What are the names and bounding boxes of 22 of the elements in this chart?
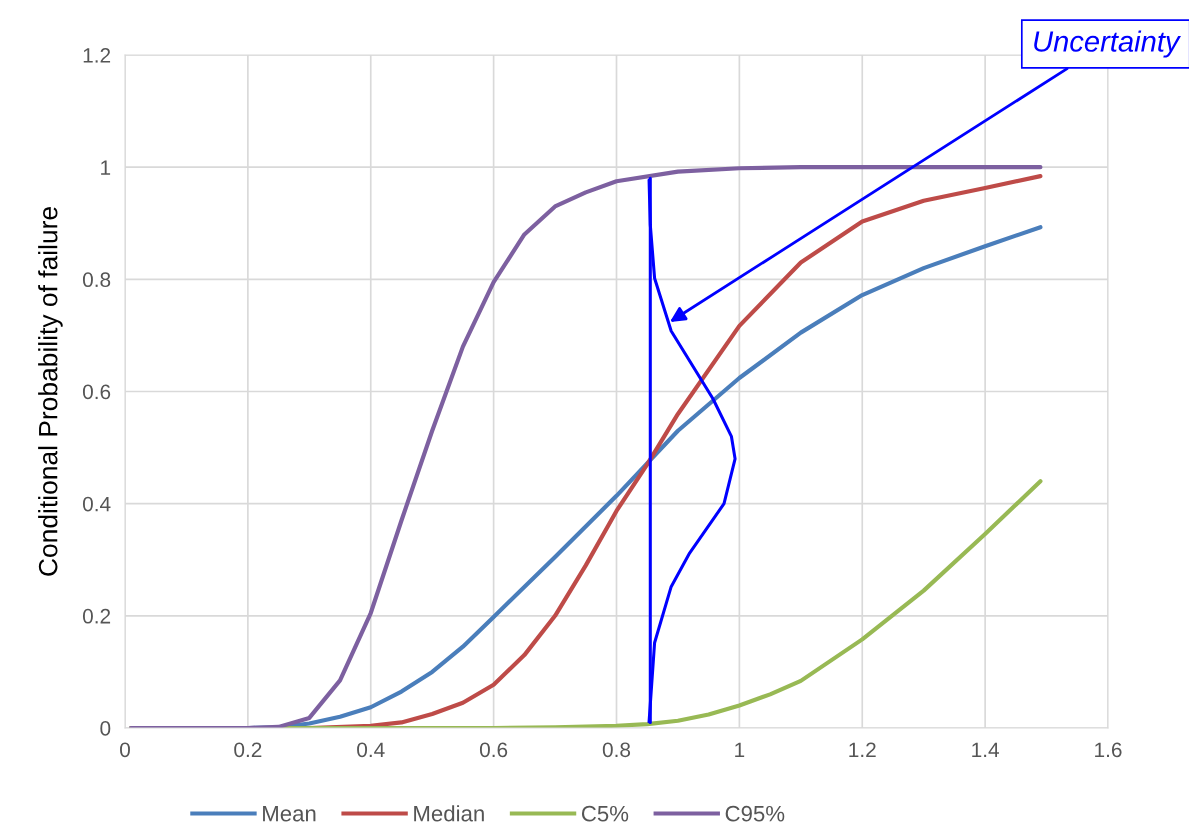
y-tick-label: 0.4 bbox=[82, 496, 111, 512]
y-tick-label: 0.6 bbox=[82, 384, 111, 400]
x-tick-label: 0.4 bbox=[357, 742, 385, 758]
legend-label: C95% bbox=[725, 805, 785, 822]
legend-label: Mean bbox=[263, 806, 316, 822]
x-tick-label: 1.6 bbox=[1095, 742, 1122, 758]
annotation: Uncertainty bbox=[1034, 30, 1181, 58]
x-tick-label: 0 bbox=[120, 742, 130, 758]
y-tick-label: 0 bbox=[100, 721, 111, 736]
y-tick-label: 1 bbox=[101, 160, 111, 175]
y-tick-label: 0.2 bbox=[82, 608, 111, 624]
legend-label: Median bbox=[414, 805, 484, 822]
y-tick-label: 1.2 bbox=[83, 48, 111, 63]
legend-label: C5% bbox=[581, 805, 629, 822]
x-tick-label: 0.6 bbox=[479, 742, 508, 758]
x-tick-label: 1.4 bbox=[972, 742, 999, 757]
y-axis-title: Conditional Probability of failure bbox=[38, 207, 63, 576]
x-tick-label: 0.8 bbox=[602, 742, 631, 758]
x-tick-label: 1.2 bbox=[849, 742, 876, 757]
x-tick-label: 0.2 bbox=[234, 742, 262, 758]
y-tick-label: 0.8 bbox=[82, 272, 111, 288]
x-tick-label: 1 bbox=[735, 742, 745, 757]
